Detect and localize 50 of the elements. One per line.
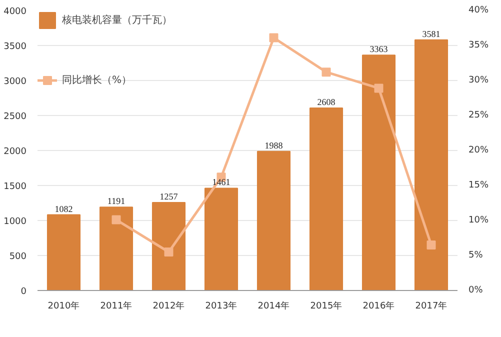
y-tick-label: 1000 xyxy=(4,217,27,227)
bar xyxy=(309,107,344,290)
point xyxy=(269,33,278,42)
legend-label: 核电装机容量（万千瓦） xyxy=(62,14,172,27)
bar xyxy=(204,188,238,290)
data-label: 3581 xyxy=(422,28,440,39)
y-tick-label: 2000 xyxy=(4,147,27,157)
y-tick-label: 3500 xyxy=(4,42,27,52)
x-tick-label: 2016年 xyxy=(362,300,395,312)
point xyxy=(322,68,331,77)
data-label: 1082 xyxy=(54,204,73,214)
y-tick-label: 2500 xyxy=(4,112,27,122)
y-tick-label: 3000 xyxy=(4,77,27,87)
y2-tick-label: 15% xyxy=(468,180,489,190)
y-tick-label: 0 xyxy=(20,287,27,297)
data-label: 1191 xyxy=(107,196,126,206)
y2-tick-label: 35% xyxy=(468,40,489,50)
y2-tick-label: 40% xyxy=(468,6,489,16)
bar xyxy=(362,54,396,290)
legend-label: 同比增长（%） xyxy=(62,74,132,87)
y2-tick-label: 30% xyxy=(468,76,489,86)
bar xyxy=(256,150,291,290)
x-tick-label: 2017年 xyxy=(415,300,448,312)
point xyxy=(112,215,121,224)
y2-tick-label: 5% xyxy=(468,250,484,260)
bar xyxy=(152,202,186,290)
y2-tick-label: 20% xyxy=(468,146,489,156)
data-label: 3363 xyxy=(370,44,388,54)
x-tick-label: 2013年 xyxy=(205,300,238,312)
data-label: 1257 xyxy=(160,192,178,202)
y-tick-label: 500 xyxy=(9,252,27,262)
x-tick-label: 2012年 xyxy=(152,300,185,312)
y2-tick-label: 25% xyxy=(468,110,489,120)
bar xyxy=(99,206,134,290)
y-tick-label: 4000 xyxy=(4,7,27,17)
y-tick-label: 1500 xyxy=(4,182,27,192)
point xyxy=(164,248,174,256)
bar xyxy=(414,39,448,290)
point xyxy=(374,84,384,93)
x-tick-label: 2015年 xyxy=(310,300,342,312)
x-tick-label: 2014年 xyxy=(258,300,290,312)
x-tick-label: 2011年 xyxy=(100,300,132,312)
data-label: 1988 xyxy=(264,140,284,150)
data-label: 1461 xyxy=(212,177,230,188)
x-tick-label: 2010年 xyxy=(48,300,80,312)
y2-tick-label: 10% xyxy=(468,216,489,226)
y2-tick-label: 0% xyxy=(468,286,484,296)
point xyxy=(426,240,436,250)
data-label: 2608 xyxy=(317,96,336,107)
bar xyxy=(46,214,81,290)
